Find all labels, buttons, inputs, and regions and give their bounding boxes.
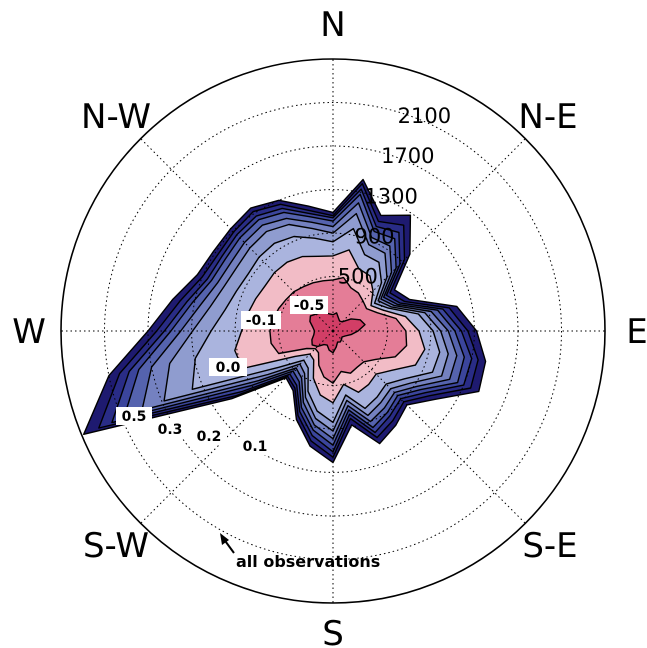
outer-circle xyxy=(60,58,606,604)
contour-label-02: 0.2 xyxy=(191,427,227,445)
contour-label-00-text: 0.0 xyxy=(216,360,241,376)
radial-tick-1700: 1700 xyxy=(381,144,434,168)
contour-label-m01: -0.1 xyxy=(241,311,281,329)
radial-tick-500: 500 xyxy=(338,265,378,289)
direction-label-sw: S-W xyxy=(83,526,149,566)
annotation-arrow-head xyxy=(220,533,229,545)
grid-spoke-2 xyxy=(332,138,526,332)
contour-label-03: 0.3 xyxy=(152,420,188,438)
direction-label-e: E xyxy=(626,312,647,352)
radial-tick-1300: 1300 xyxy=(364,184,417,208)
grid-spoke-4 xyxy=(332,330,526,524)
grid-ring-5 xyxy=(104,102,562,560)
direction-label-w: W xyxy=(12,312,46,352)
contour-layers xyxy=(82,178,487,464)
grid-ring-3 xyxy=(191,189,475,473)
radial-tick-900: 900 xyxy=(354,225,394,249)
grid-spoke-6 xyxy=(140,330,334,524)
grid-ring-2 xyxy=(234,232,432,430)
direction-label-s: S xyxy=(322,614,344,648)
direction-label-n: N xyxy=(320,5,345,45)
radial-tick-2100: 2100 xyxy=(398,104,451,128)
contour-label-05: 0.5 xyxy=(116,407,152,425)
annotation-text: all observations xyxy=(236,552,380,571)
contour-label-05-text: 0.5 xyxy=(122,409,147,425)
direction-label-ne: N-E xyxy=(518,97,577,137)
contour-label-03-text: 0.3 xyxy=(158,422,183,438)
contour-label-01-text: 0.1 xyxy=(243,439,268,455)
contour-label-m05: -0.5 xyxy=(290,296,328,314)
contour-label-01: 0.1 xyxy=(237,437,273,455)
contour-layer-10 xyxy=(309,312,366,354)
contour-label-00: 0.0 xyxy=(209,358,247,376)
contour-label-02-text: 0.2 xyxy=(197,429,222,445)
annotation-all-observations: all observations xyxy=(220,533,380,571)
polar-grid xyxy=(60,58,606,604)
direction-label-nw: N-W xyxy=(81,97,151,137)
contour-label-m05-text: -0.5 xyxy=(294,298,325,314)
contour-label-m01-text: -0.1 xyxy=(246,313,277,329)
direction-label-se: S-E xyxy=(522,526,577,566)
